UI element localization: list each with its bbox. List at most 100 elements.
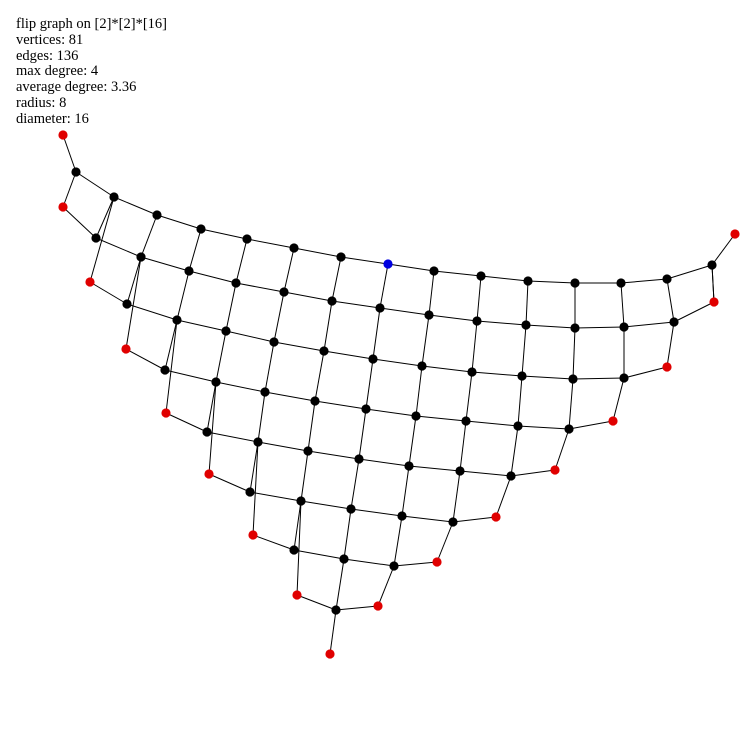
graph-vertex [160, 365, 169, 374]
graph-vertex [448, 517, 457, 526]
highlighted-vertex [383, 259, 392, 268]
graph-edge [126, 349, 165, 370]
graph-edge [114, 197, 157, 215]
boundary-vertex [58, 202, 67, 211]
graph-edge [667, 265, 712, 279]
graph-edge [466, 421, 518, 426]
graph-edge [76, 172, 114, 197]
graph-edge [274, 342, 324, 351]
graph-vertex [152, 210, 161, 219]
graph-edge [274, 292, 284, 342]
graph-edges [63, 135, 735, 654]
graph-edge [388, 264, 434, 271]
graph-edge [127, 304, 177, 320]
graph-edge [315, 401, 366, 409]
graph-vertex [455, 466, 464, 475]
graph-vertex [476, 271, 485, 280]
graph-edge [226, 283, 236, 331]
graph-edge [315, 351, 324, 401]
graph-edge [573, 328, 575, 379]
graph-edge [351, 509, 402, 516]
graph-vertex [196, 224, 205, 233]
graph-edge [409, 416, 416, 466]
graph-vertex [461, 416, 470, 425]
graph-edge [394, 562, 437, 566]
graph-edge [380, 264, 388, 308]
graph-vertex [279, 287, 288, 296]
graph-edge [394, 516, 402, 566]
boundary-vertex [608, 416, 617, 425]
graph-edge [336, 606, 378, 610]
graph-vertex [296, 496, 305, 505]
graph-edge [344, 559, 394, 566]
graph-edge [569, 379, 573, 429]
graph-edge [518, 376, 522, 426]
graph-edge [63, 135, 76, 172]
graph-edge [284, 292, 332, 301]
graph-edge [466, 372, 472, 421]
graph-edge [301, 451, 308, 501]
graph-vertex [517, 371, 526, 380]
graph-edge [341, 257, 388, 264]
graph-edge [573, 378, 624, 379]
graph-edge [96, 197, 114, 238]
graph-edge [526, 325, 575, 328]
graph-vertex [506, 471, 515, 480]
graph-vertex [523, 276, 532, 285]
boundary-vertex [550, 465, 559, 474]
graph-vertex [331, 605, 340, 614]
graph-edge [511, 470, 555, 476]
graph-edge [90, 282, 127, 304]
graph-edge [207, 382, 216, 432]
boundary-vertex [730, 229, 739, 238]
graph-edge [157, 215, 201, 229]
graph-edge [236, 239, 247, 283]
graph-vertex [289, 243, 298, 252]
graph-edge [526, 281, 528, 325]
graph-edge [460, 471, 511, 476]
graph-edge [422, 315, 429, 366]
graph-vertex [411, 411, 420, 420]
boundary-vertex [662, 362, 671, 371]
graph-edge [201, 229, 247, 239]
boundary-vertex [373, 601, 382, 610]
graph-edge [294, 248, 341, 257]
graph-vertex [319, 346, 328, 355]
graph-edge [674, 302, 714, 322]
graph-edge [216, 382, 265, 392]
graph-edge [402, 516, 453, 522]
graph-edge [141, 257, 189, 271]
graph-vertex [253, 437, 262, 446]
graph-edge [453, 471, 460, 522]
graph-edge [366, 409, 416, 416]
graph-vertex [231, 278, 240, 287]
graph-vertex [336, 252, 345, 261]
graph-vertex [310, 396, 319, 405]
graph-edge [496, 476, 511, 517]
graph-vertex [211, 377, 220, 386]
graph-edge [265, 342, 274, 392]
graph-vertex [513, 421, 522, 430]
graph-vertex [616, 278, 625, 287]
graph-edge [522, 325, 526, 376]
graph-edge [416, 416, 466, 421]
graph-vertex [122, 299, 131, 308]
graph-edge [336, 559, 344, 610]
graph-edge [416, 366, 422, 416]
graph-vertex [269, 337, 278, 346]
graph-edge [434, 271, 481, 276]
graph-edge [359, 409, 366, 459]
graph-vertex [245, 487, 254, 496]
graph-edge [575, 327, 624, 328]
graph-vertex [389, 561, 398, 570]
graph-vertex [570, 323, 579, 332]
graph-edge [351, 459, 359, 509]
graph-edge [712, 265, 714, 302]
graph-vertex [564, 424, 573, 433]
graph-vertex [521, 320, 530, 329]
graph-edge [265, 392, 315, 401]
graph-edge [141, 215, 157, 257]
graph-edge [332, 301, 380, 308]
graph-vertex [289, 545, 298, 554]
